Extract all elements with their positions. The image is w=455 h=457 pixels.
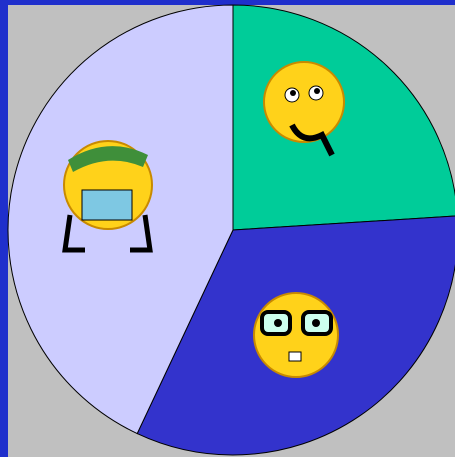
page: (() => { const data = JSON.parse(documen… (0, 0, 455, 457)
chart (0, 0, 455, 457)
face-icon (254, 293, 338, 377)
pie (8, 5, 455, 455)
